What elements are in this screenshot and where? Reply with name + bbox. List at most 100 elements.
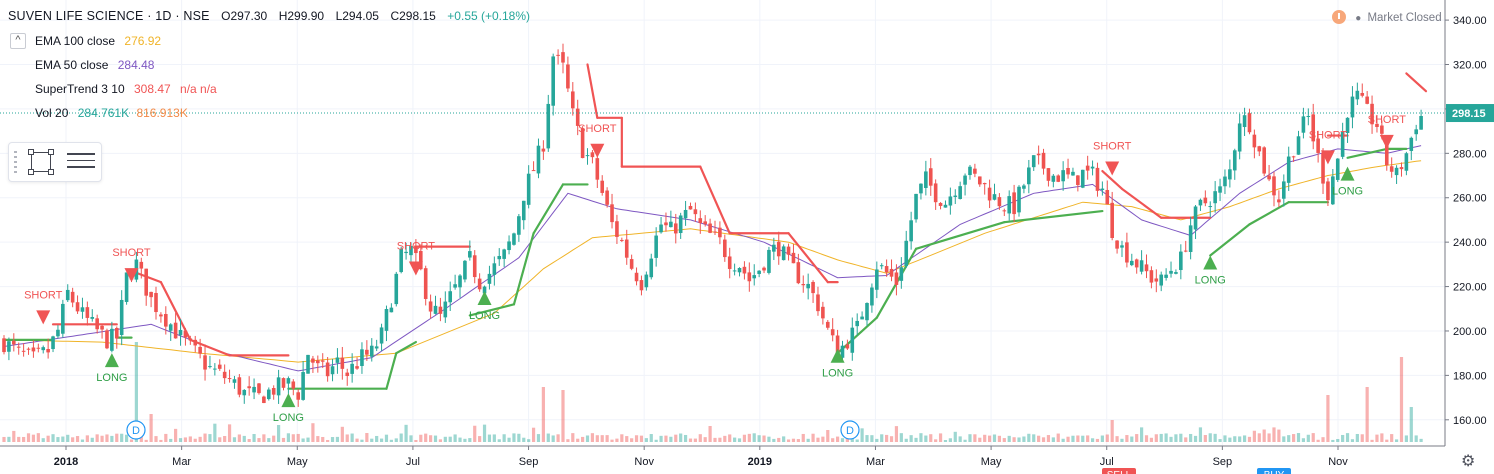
candle-body[interactable]	[154, 292, 158, 313]
candle-body[interactable]	[1208, 206, 1213, 208]
candle-body[interactable]	[953, 195, 958, 197]
candle-body[interactable]	[835, 335, 840, 361]
drawing-list-icon[interactable]	[67, 153, 95, 171]
candle-body[interactable]	[575, 108, 580, 126]
candle-body[interactable]	[1306, 115, 1311, 117]
candle-body[interactable]	[688, 205, 693, 210]
candle-body[interactable]	[992, 194, 997, 200]
candle-body[interactable]	[786, 246, 791, 255]
candle-body[interactable]	[217, 364, 222, 369]
candle-body[interactable]	[80, 307, 85, 312]
candle-body[interactable]	[222, 371, 227, 379]
signal-long-arrow[interactable]	[1340, 166, 1355, 181]
candle-body[interactable]	[1169, 270, 1173, 274]
candle-body[interactable]	[1326, 181, 1330, 201]
candle-body[interactable]	[840, 345, 845, 358]
candle-body[interactable]	[325, 362, 330, 377]
candle-body[interactable]	[237, 377, 242, 395]
candle-body[interactable]	[772, 244, 776, 252]
candle-body[interactable]	[659, 224, 663, 233]
candle-body[interactable]	[1291, 156, 1296, 158]
candle-body[interactable]	[110, 328, 114, 351]
candle-body[interactable]	[909, 220, 913, 242]
candle-body[interactable]	[521, 200, 526, 221]
candle-body[interactable]	[605, 190, 609, 205]
candle-body[interactable]	[536, 145, 541, 174]
candle-body[interactable]	[1247, 113, 1252, 133]
candle-body[interactable]	[301, 372, 305, 400]
candle-body[interactable]	[16, 346, 21, 348]
candle-body[interactable]	[291, 381, 296, 389]
candle-body[interactable]	[1228, 169, 1232, 180]
signal-short-arrow[interactable]	[124, 268, 139, 283]
candle-body[interactable]	[404, 251, 408, 254]
candle-body[interactable]	[1282, 181, 1286, 199]
candle-body[interactable]	[1272, 176, 1276, 196]
candle-body[interactable]	[1183, 250, 1188, 252]
candle-body[interactable]	[718, 227, 722, 238]
candle-body[interactable]	[173, 322, 178, 339]
candle-body[interactable]	[1066, 167, 1070, 175]
candle-body[interactable]	[12, 340, 16, 345]
candle-body[interactable]	[963, 175, 967, 185]
candle-body[interactable]	[193, 339, 198, 346]
candle-body[interactable]	[311, 358, 315, 363]
candle-body[interactable]	[624, 239, 629, 258]
candle-body[interactable]	[90, 317, 95, 319]
candle-body[interactable]	[752, 275, 757, 279]
candle-body[interactable]	[168, 324, 173, 331]
candle-body[interactable]	[860, 316, 864, 320]
candle-body[interactable]	[2, 338, 6, 353]
candle-body[interactable]	[678, 215, 683, 234]
candle-body[interactable]	[737, 268, 742, 273]
candle-body[interactable]	[7, 341, 11, 352]
candle-body[interactable]	[683, 209, 688, 219]
candle-body[interactable]	[350, 363, 354, 374]
candle-body[interactable]	[394, 273, 399, 305]
candle-body[interactable]	[1076, 175, 1080, 186]
candle-body[interactable]	[541, 148, 546, 152]
candle-body[interactable]	[816, 294, 820, 312]
candle-body[interactable]	[1007, 196, 1012, 214]
candle-body[interactable]	[149, 291, 153, 298]
candle-body[interactable]	[1223, 176, 1227, 187]
candle-body[interactable]	[257, 383, 261, 394]
candle-body[interactable]	[757, 270, 761, 274]
candle-body[interactable]	[492, 263, 497, 275]
candle-body[interactable]	[36, 347, 41, 349]
candle-body[interactable]	[997, 197, 1002, 207]
candle-body[interactable]	[271, 388, 276, 395]
signal-long-arrow[interactable]	[1203, 255, 1218, 270]
candle-body[interactable]	[1105, 189, 1110, 205]
rectangle-tool-icon[interactable]	[28, 149, 54, 175]
candle-body[interactable]	[70, 291, 75, 303]
candle-body[interactable]	[1149, 270, 1154, 283]
candle-body[interactable]	[463, 260, 467, 280]
candle-body[interactable]	[1129, 260, 1134, 266]
candle-body[interactable]	[1056, 175, 1061, 182]
candle-body[interactable]	[178, 329, 183, 336]
candle-body[interactable]	[1120, 245, 1124, 248]
signal-long-arrow[interactable]	[104, 353, 119, 368]
candle-body[interactable]	[830, 329, 835, 336]
candle-body[interactable]	[811, 281, 815, 294]
candle-body[interactable]	[1144, 264, 1149, 272]
candle-body[interactable]	[1394, 167, 1399, 176]
candle-body[interactable]	[973, 168, 977, 174]
candle-body[interactable]	[634, 272, 639, 282]
candle-body[interactable]	[620, 239, 624, 241]
candle-body[interactable]	[708, 223, 712, 233]
candle-body[interactable]	[1277, 199, 1281, 203]
candle-body[interactable]	[1355, 90, 1360, 100]
signal-short-arrow[interactable]	[36, 310, 51, 325]
candle-body[interactable]	[369, 345, 374, 357]
candle-body[interactable]	[639, 280, 644, 291]
candle-body[interactable]	[875, 269, 879, 290]
candle-body[interactable]	[615, 221, 619, 237]
candle-body[interactable]	[673, 223, 678, 234]
candle-body[interactable]	[1071, 171, 1075, 176]
candle-body[interactable]	[95, 318, 99, 330]
candle-body[interactable]	[1365, 96, 1369, 104]
candle-body[interactable]	[384, 308, 389, 331]
signal-short-arrow[interactable]	[590, 143, 605, 158]
